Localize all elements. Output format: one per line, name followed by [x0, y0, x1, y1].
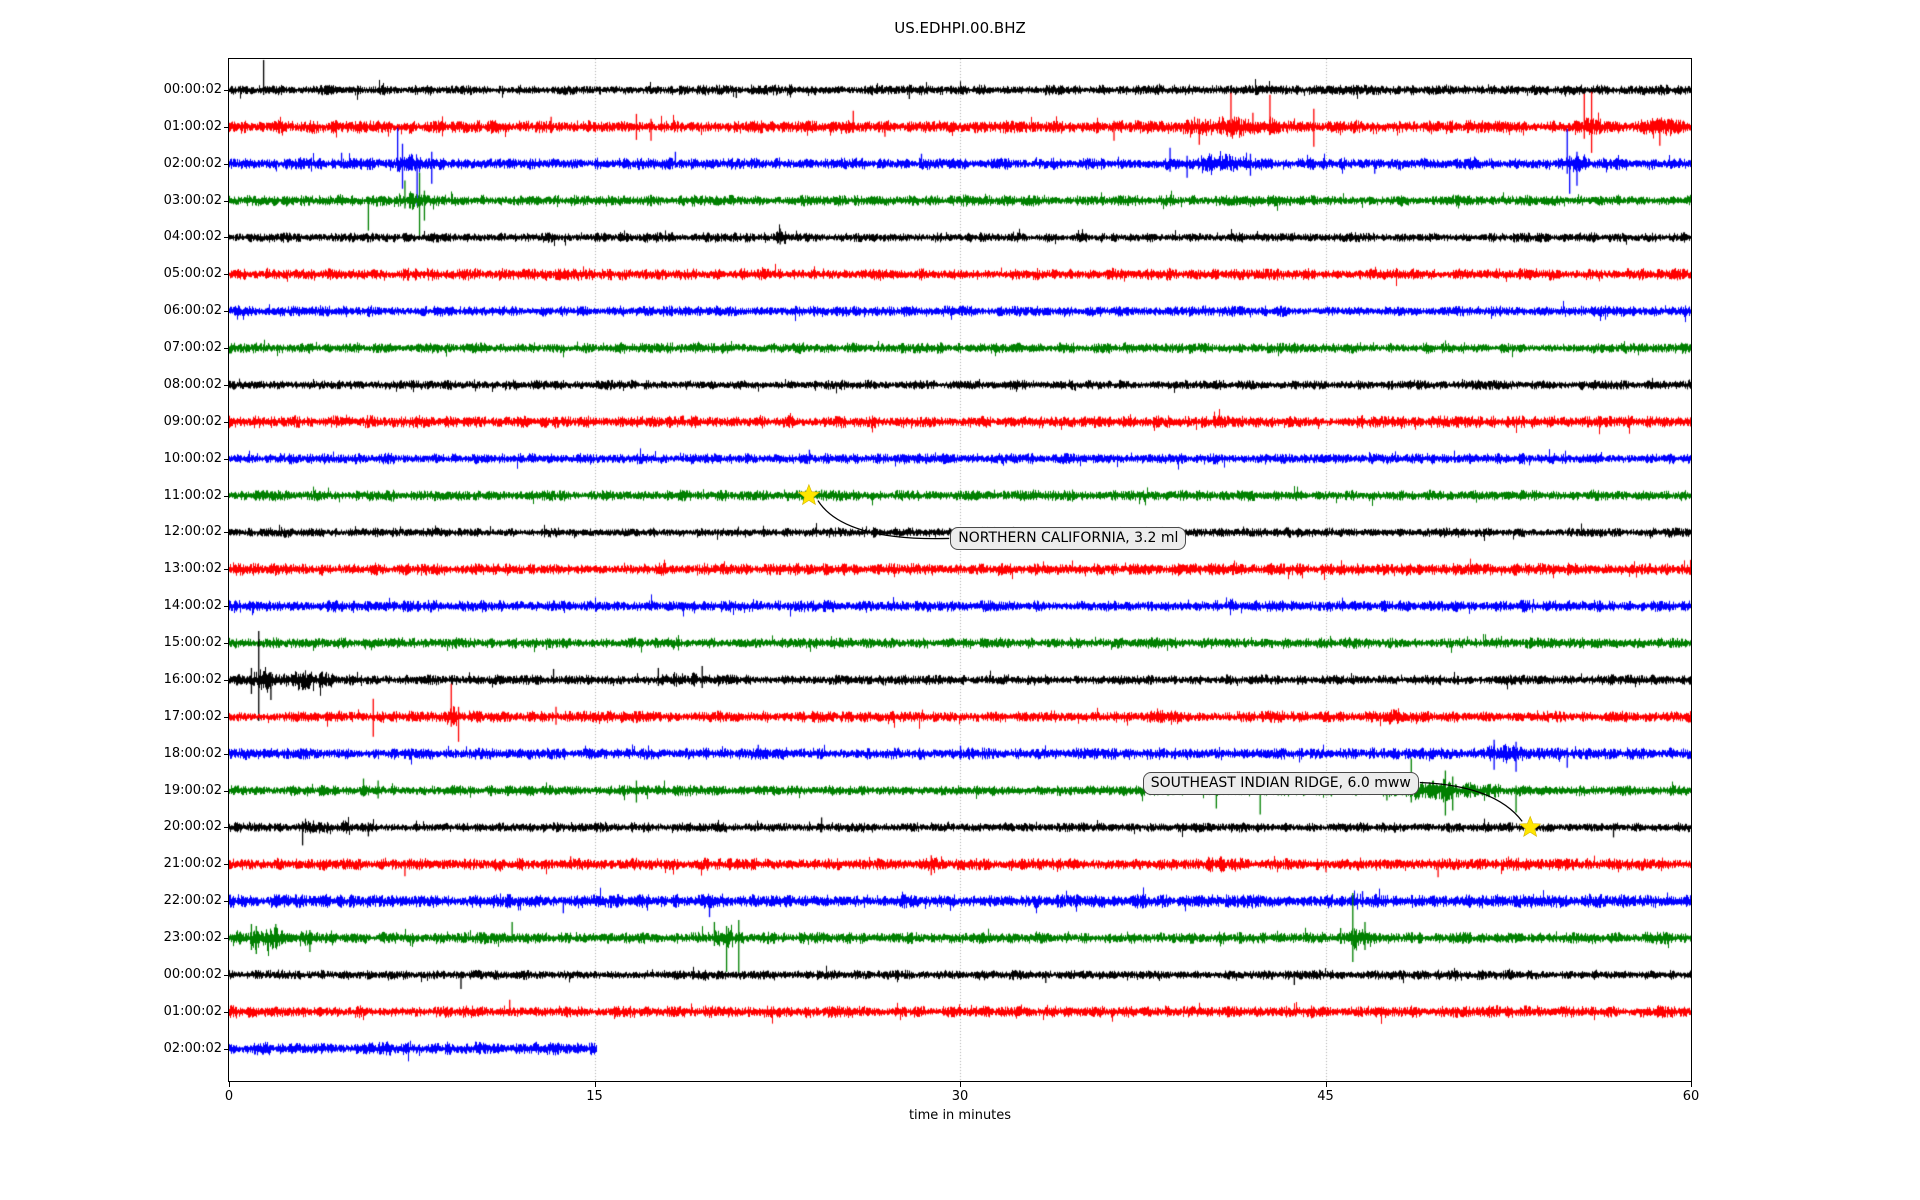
y-tick-mark	[224, 126, 229, 128]
y-tick-mark	[224, 1011, 229, 1013]
y-tick-mark	[224, 237, 229, 239]
x-axis-title: time in minutes	[908, 1108, 1012, 1123]
y-tick-label: 20:00:02	[163, 819, 222, 835]
y-tick-mark	[224, 274, 229, 276]
y-tick-label: 05:00:02	[163, 266, 222, 282]
y-tick-label: 15:00:02	[163, 635, 222, 651]
y-tick-label: 06:00:02	[163, 303, 222, 319]
x-tick-label: 0	[224, 1089, 234, 1104]
annotation-northern-california: NORTHERN CALIFORNIA, 3.2 ml	[950, 527, 1187, 551]
y-tick-label: 01:00:02	[163, 1003, 222, 1019]
y-tick-mark	[224, 827, 229, 829]
y-tick-mark	[224, 495, 229, 497]
y-tick-label: 10:00:02	[163, 450, 222, 466]
y-tick-label: 12:00:02	[163, 524, 222, 540]
y-tick-label: 08:00:02	[163, 376, 222, 392]
y-tick-label: 02:00:02	[163, 1040, 222, 1056]
x-tick-label: 15	[586, 1089, 603, 1104]
y-tick-label: 09:00:02	[163, 413, 222, 429]
y-tick-mark	[224, 864, 229, 866]
y-tick-mark	[224, 532, 229, 534]
y-tick-label: 18:00:02	[163, 745, 222, 761]
x-tick-mark	[1325, 1082, 1327, 1087]
y-tick-label: 00:00:02	[163, 82, 222, 97]
y-tick-mark	[224, 200, 229, 202]
y-tick-mark	[224, 90, 229, 91]
y-tick-label: 22:00:02	[163, 893, 222, 909]
x-tick-mark	[1691, 1082, 1692, 1087]
y-tick-label: 13:00:02	[163, 561, 222, 577]
x-tick-label: 30	[951, 1089, 969, 1104]
y-tick-mark	[224, 901, 229, 903]
y-tick-label: 07:00:02	[163, 340, 222, 356]
y-tick-mark	[224, 384, 229, 386]
y-tick-mark	[224, 458, 229, 460]
y-tick-mark	[224, 643, 229, 645]
y-tick-mark	[224, 1048, 229, 1050]
x-tick-mark	[229, 1082, 230, 1087]
y-tick-mark	[224, 679, 229, 681]
y-tick-mark	[224, 790, 229, 792]
x-tick-label: 45	[1317, 1089, 1334, 1104]
y-tick-label: 19:00:02	[163, 782, 222, 798]
y-tick-mark	[224, 606, 229, 608]
x-tick-mark	[594, 1082, 596, 1087]
y-tick-label: 23:00:02	[163, 930, 222, 945]
y-tick-label: 03:00:02	[163, 192, 222, 208]
y-tick-label: 11:00:02	[163, 487, 222, 503]
y-tick-mark	[224, 311, 229, 313]
y-tick-label: 16:00:02	[163, 671, 222, 687]
y-tick-mark	[224, 348, 229, 350]
annotation-southeast-indian-ridge: SOUTHEAST INDIAN RIDGE, 6.0 mww	[1142, 771, 1419, 795]
y-tick-label: 21:00:02	[163, 856, 222, 872]
y-tick-mark	[224, 569, 229, 571]
chart-title: US.EDHPI.00.BHZ	[894, 19, 1026, 37]
y-tick-label: 04:00:02	[163, 229, 222, 245]
y-tick-label: 02:00:02	[163, 155, 222, 171]
y-tick-mark	[224, 163, 229, 165]
y-tick-mark	[224, 421, 229, 423]
y-tick-mark	[224, 974, 229, 976]
y-tick-label: 14:00:02	[163, 598, 222, 614]
x-tick-label: 60	[1682, 1089, 1700, 1104]
y-tick-mark	[224, 716, 229, 718]
x-tick-mark	[960, 1082, 961, 1087]
y-tick-mark	[224, 938, 229, 939]
y-tick-label: 01:00:02	[163, 118, 222, 134]
y-tick-label: 00:00:02	[163, 966, 222, 982]
y-tick-mark	[224, 753, 229, 755]
seismogram-traces-canvas	[229, 59, 1691, 1081]
y-tick-label: 17:00:02	[163, 708, 222, 724]
